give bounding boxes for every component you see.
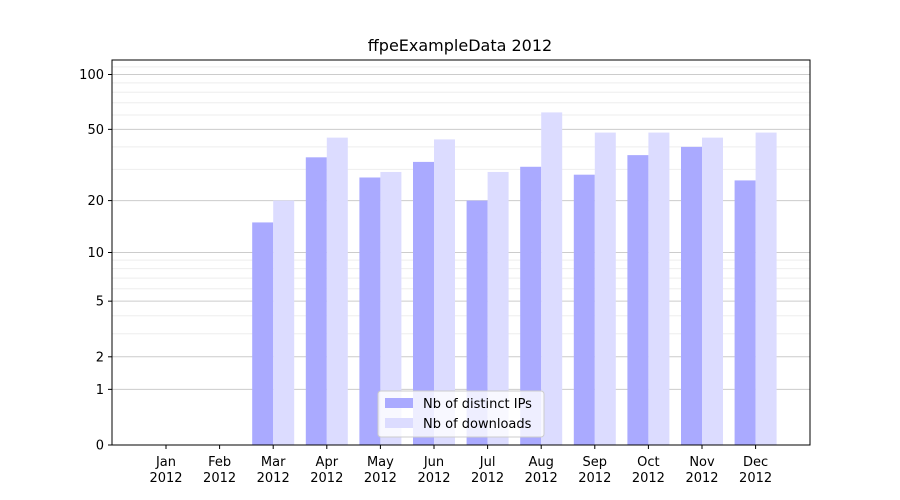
y-tick-label: 100	[79, 68, 104, 83]
x-tick-label-month: Jan	[155, 455, 176, 470]
bar-downloads	[273, 200, 295, 445]
bars	[252, 112, 777, 446]
x-tick-label-month: Apr	[316, 455, 339, 470]
bar-distinct-ips	[466, 200, 488, 445]
bar-downloads	[380, 171, 402, 445]
y-tick-label: 50	[87, 123, 104, 138]
x-tick-label-year: 2012	[685, 471, 718, 486]
x-tick-label-month: Jul	[479, 455, 496, 470]
bar-downloads	[702, 137, 723, 445]
x-tick-label-month: Nov	[689, 455, 715, 470]
x-tick-label-month: Feb	[208, 455, 231, 470]
y-tick-label: 20	[87, 194, 104, 209]
bar-distinct-ips	[359, 177, 381, 445]
x-tick-label-year: 2012	[525, 471, 558, 486]
x-tick-label-year: 2012	[471, 471, 504, 486]
x-tick-label-month: Oct	[637, 455, 659, 470]
legend-swatch	[385, 398, 413, 408]
chart-title: ffpeExampleData 2012	[368, 36, 552, 55]
axes: 0125102050100Jan2012Feb2012Mar2012Apr201…	[79, 68, 772, 486]
x-tick-label-year: 2012	[417, 471, 450, 486]
x-tick-label-year: 2012	[257, 471, 290, 486]
x-tick-label-year: 2012	[310, 471, 343, 486]
x-tick-label-year: 2012	[364, 471, 397, 486]
legend-box	[377, 390, 545, 438]
bar-downloads	[434, 139, 455, 445]
x-tick-label-month: May	[367, 455, 394, 470]
bar-distinct-ips	[681, 146, 702, 445]
bar-downloads	[326, 137, 348, 445]
bar-downloads	[487, 171, 509, 445]
x-tick-label-year: 2012	[203, 471, 236, 486]
legend-swatch	[385, 418, 413, 428]
y-tick-label: 5	[96, 295, 104, 310]
y-tick-label: 2	[96, 350, 104, 365]
bar-distinct-ips	[413, 161, 434, 445]
bar-distinct-ips	[627, 155, 649, 446]
y-tick-label: 10	[87, 246, 104, 261]
x-tick-label-year: 2012	[632, 471, 665, 486]
x-tick-label-month: Mar	[261, 455, 286, 470]
bar-downloads	[755, 132, 777, 446]
x-tick-label-month: Sep	[583, 455, 608, 470]
legend-label: Nb of downloads	[423, 417, 532, 432]
x-tick-label-month: Dec	[743, 455, 768, 470]
bar-downloads	[594, 132, 616, 446]
x-tick-label-year: 2012	[149, 471, 182, 486]
bar-distinct-ips	[734, 180, 756, 446]
bar-downloads	[541, 112, 563, 446]
bar-distinct-ips	[520, 166, 542, 446]
legend-label: Nb of distinct IPs	[423, 397, 532, 412]
y-tick-label: 0	[96, 439, 104, 454]
bar-distinct-ips	[305, 157, 327, 445]
y-tick-label: 1	[96, 383, 104, 398]
bar-downloads	[648, 132, 670, 446]
x-tick-label-year: 2012	[578, 471, 611, 486]
legend: Nb of distinct IPs Nb of downloads	[377, 390, 545, 438]
x-tick-label-month: Jun	[423, 455, 444, 470]
x-tick-label-year: 2012	[739, 471, 772, 486]
x-tick-label-month: Aug	[529, 455, 554, 470]
bar-distinct-ips	[573, 174, 595, 446]
bar-distinct-ips	[252, 222, 274, 445]
